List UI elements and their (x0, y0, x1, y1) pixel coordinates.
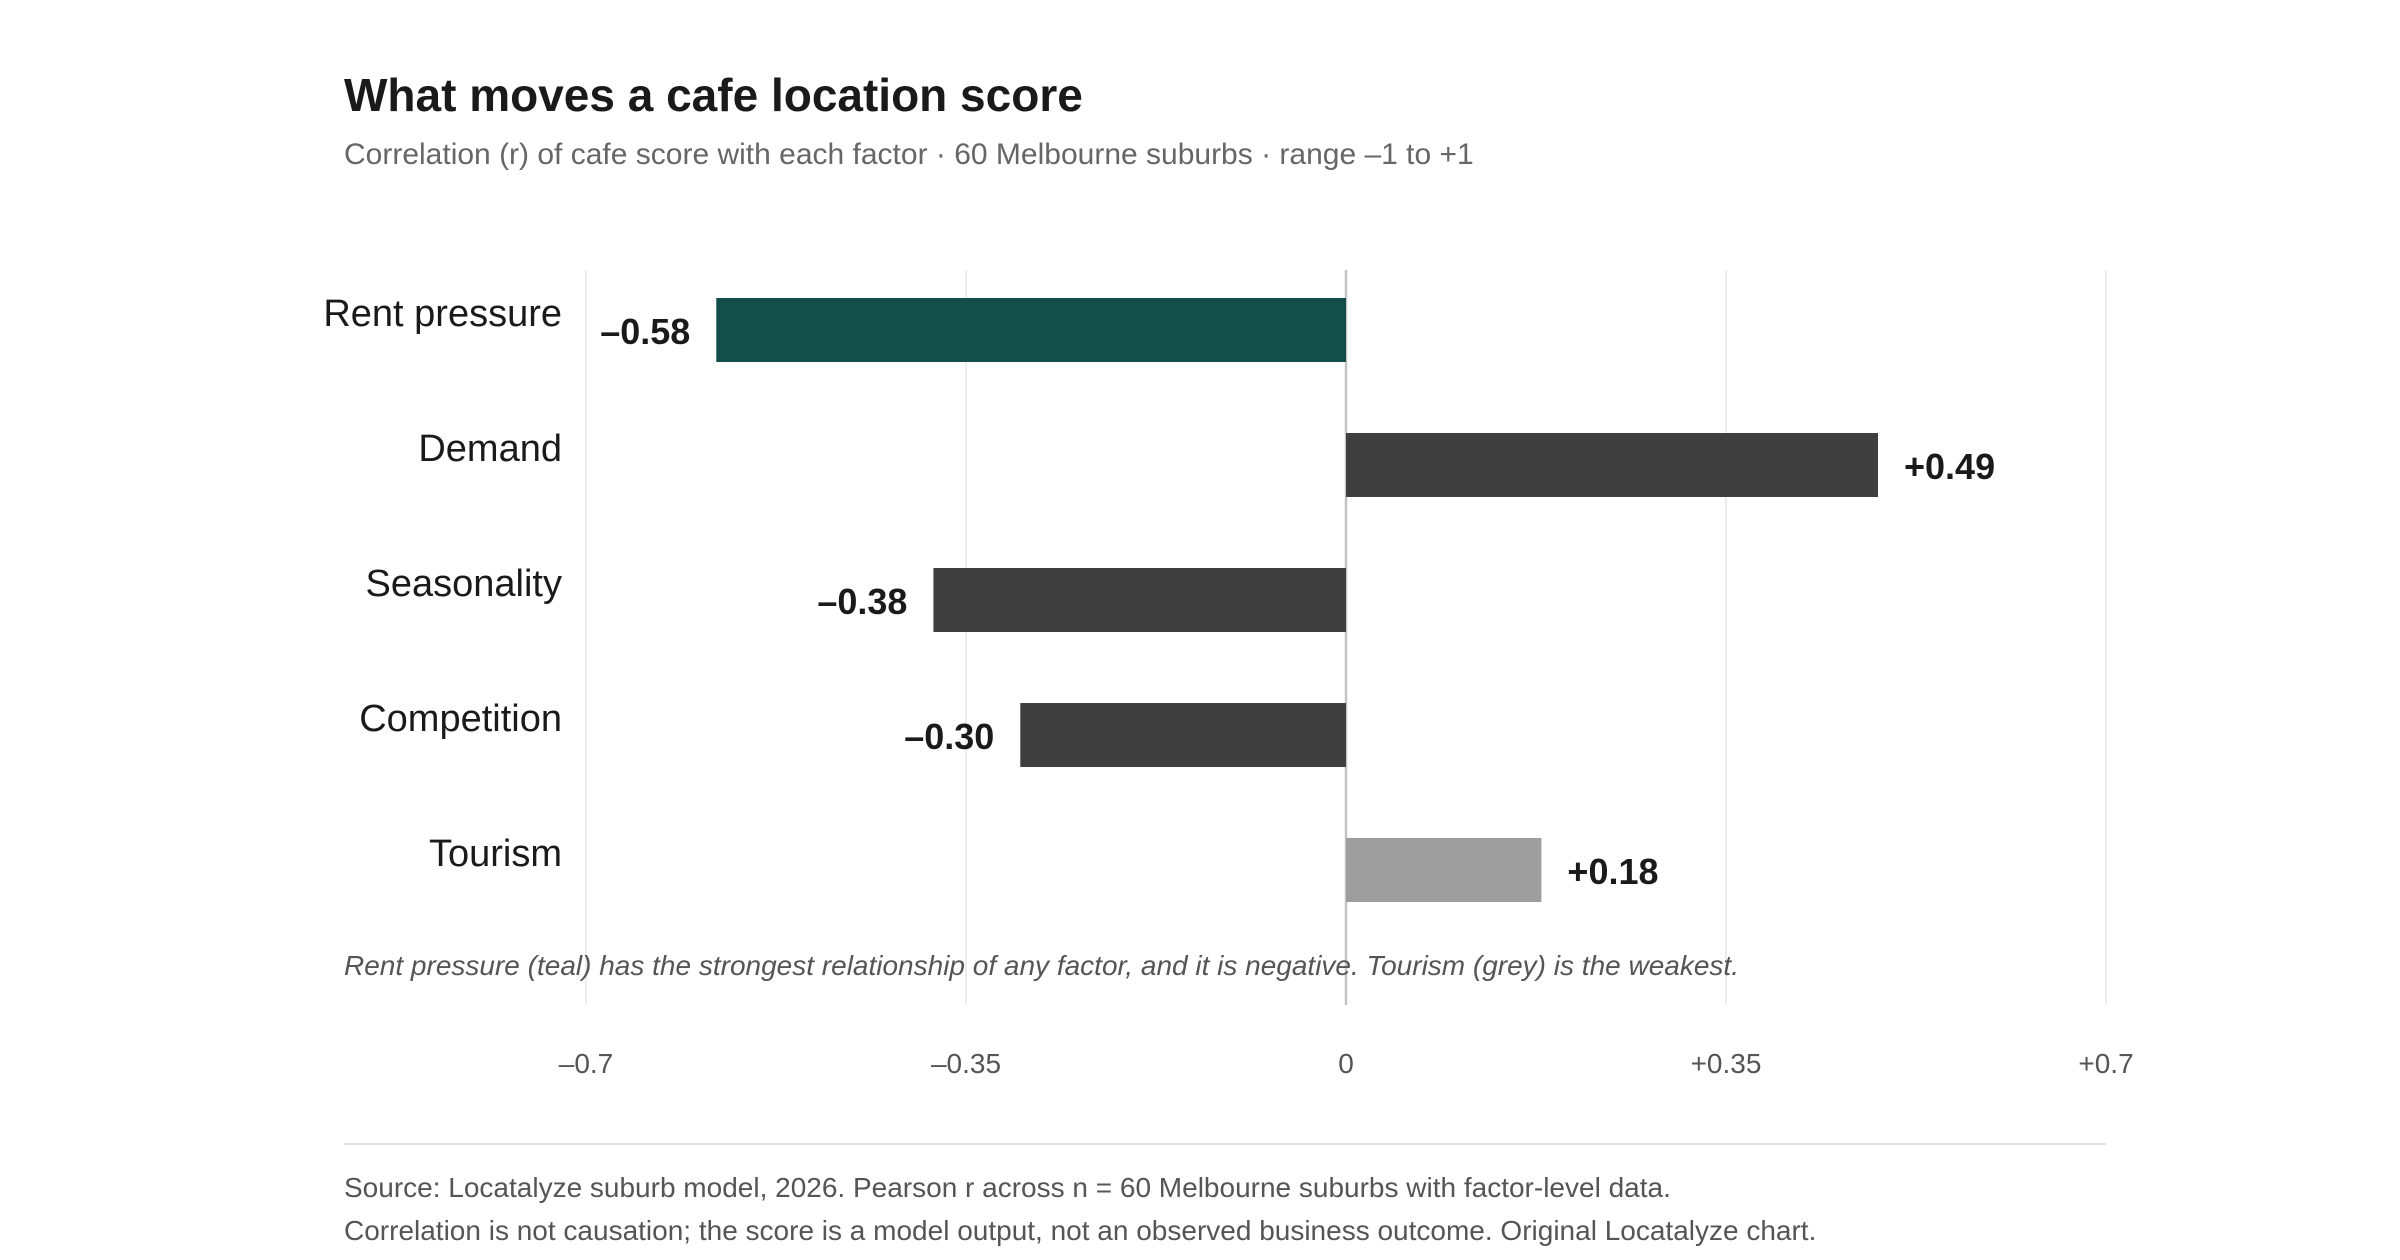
source-note: Source: Locatalyze suburb model, 2026. P… (344, 1172, 1671, 1203)
footer-divider (344, 1143, 2106, 1145)
bar (1020, 703, 1346, 767)
value-label: –0.38 (817, 581, 907, 622)
category-label: Competition (359, 698, 562, 740)
value-label: +0.49 (1904, 446, 1995, 487)
x-tick-label: 0 (1338, 1048, 1354, 1079)
caveat-note: Correlation is not causation; the score … (344, 1215, 1817, 1246)
bar (1346, 838, 1542, 902)
x-tick-label: +0.35 (1691, 1048, 1762, 1079)
bar (933, 568, 1346, 632)
chart-title: What moves a cafe location score (344, 69, 1083, 121)
labels: –0.7 –0.35 0 +0.35 +0.7 Rent pressure –0.58 Dem… (323, 293, 2133, 1079)
bar (1346, 433, 1878, 497)
value-label: +0.18 (1567, 851, 1658, 892)
bar (716, 298, 1346, 362)
value-label: –0.30 (904, 716, 994, 757)
category-label: Tourism (429, 833, 562, 875)
bars (716, 298, 1878, 902)
chart-subtitle: Correlation (r) of cafe score with each … (344, 138, 1474, 171)
category-label: Demand (418, 428, 562, 470)
x-tick-label: +0.7 (2078, 1048, 2133, 1079)
category-label: Seasonality (366, 563, 562, 605)
value-label: –0.58 (600, 311, 690, 352)
category-label: Rent pressure (323, 293, 562, 335)
x-tick-label: –0.7 (559, 1048, 614, 1079)
chart-annotation: Rent pressure (teal) has the strongest r… (344, 950, 1739, 981)
x-tick-label: –0.35 (931, 1048, 1001, 1079)
